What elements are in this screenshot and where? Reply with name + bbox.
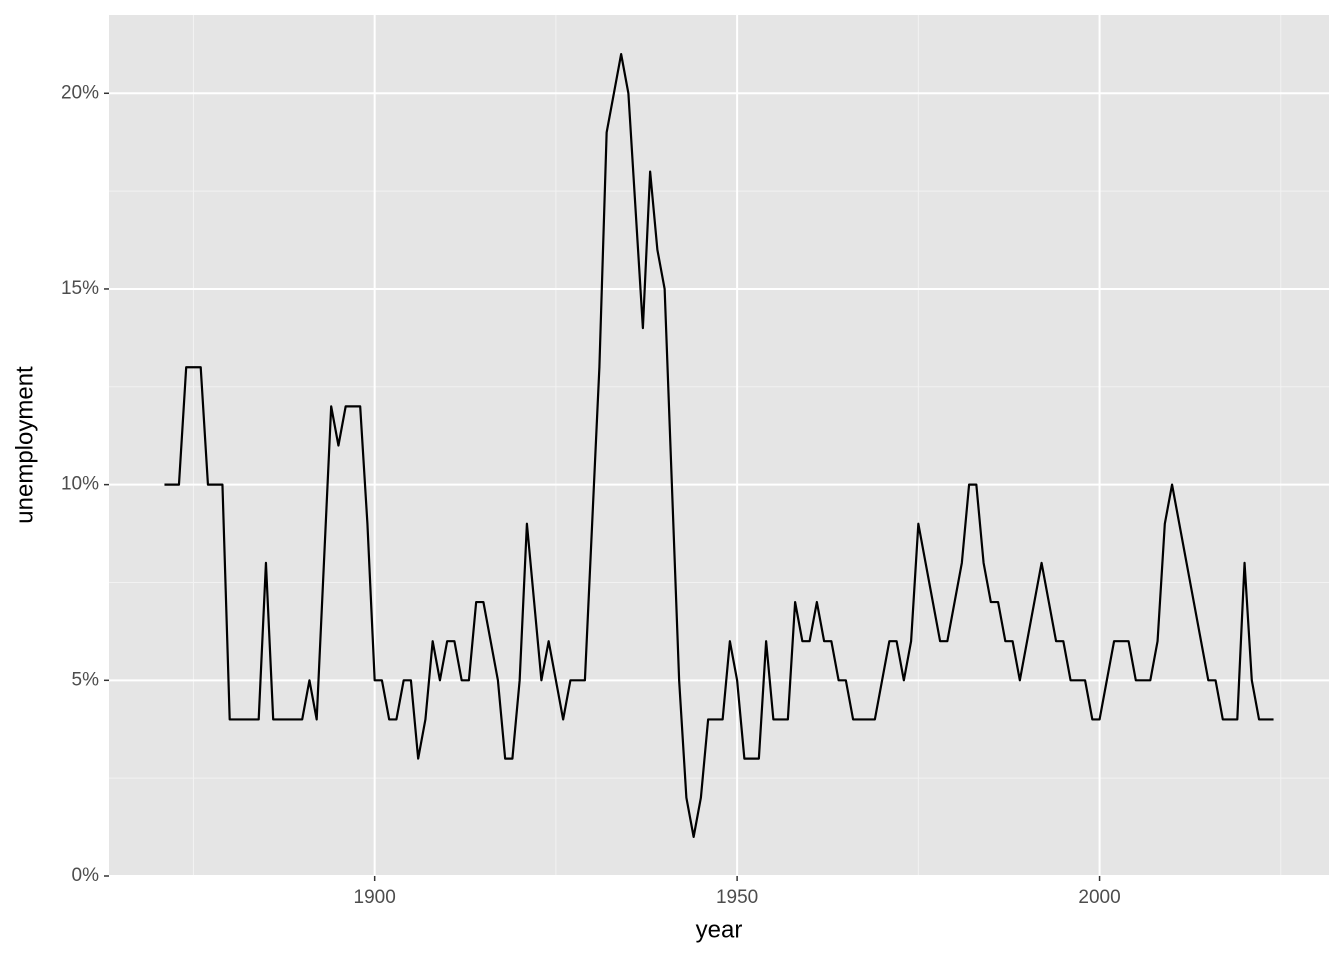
y-tick-label: 5%	[72, 669, 100, 690]
x-tick-label: 1900	[354, 887, 396, 908]
x-tick-label: 1950	[716, 887, 758, 908]
y-axis-title: unemployment	[11, 366, 38, 524]
y-tick-label: 10%	[61, 474, 99, 495]
panel-background	[109, 15, 1329, 876]
y-tick-label: 15%	[61, 278, 99, 299]
y-tick-label: 0%	[72, 865, 100, 886]
x-axis-title: year	[696, 916, 743, 943]
data-line	[164, 53, 1274, 838]
y-tick-label: 20%	[61, 82, 99, 103]
x-tick-label: 2000	[1078, 887, 1120, 908]
